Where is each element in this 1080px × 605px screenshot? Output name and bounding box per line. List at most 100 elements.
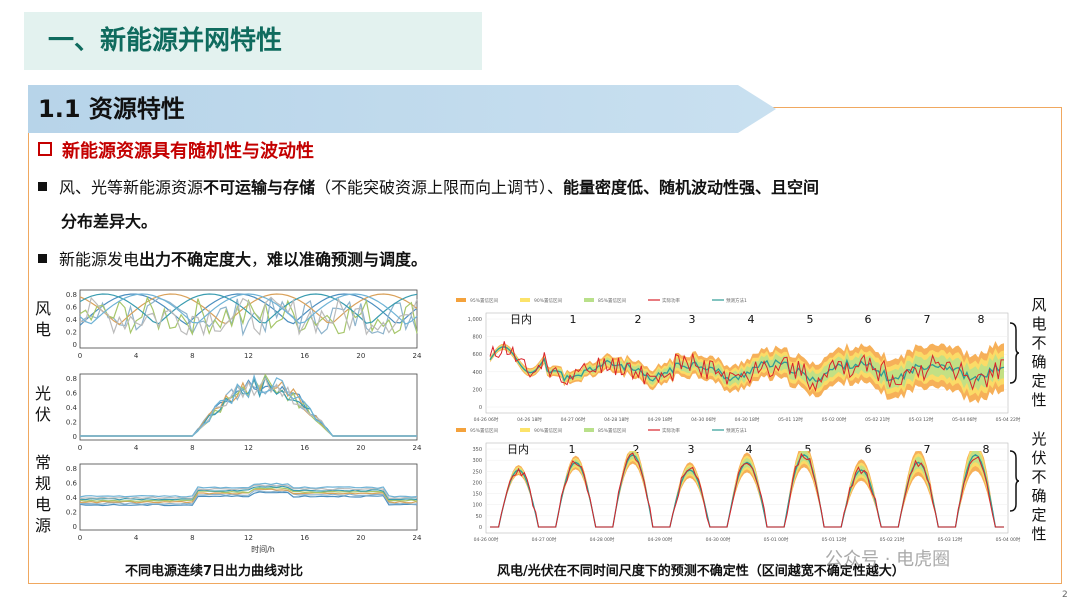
day-label: 4 bbox=[748, 313, 755, 326]
day-label: 1 bbox=[569, 443, 576, 456]
x-tick-label: 05-03 12时 bbox=[909, 416, 934, 423]
day-label: 3 bbox=[688, 443, 695, 456]
y-tick-label: 600 bbox=[472, 352, 482, 358]
y-tick-label: 0.6 bbox=[66, 390, 78, 398]
series-line bbox=[79, 293, 418, 325]
legend-label: 85%置信区间 bbox=[598, 427, 627, 434]
y-tick-label: 0 bbox=[73, 523, 77, 531]
legend-swatch bbox=[584, 298, 594, 302]
conventional-row-label: 常规电源 bbox=[35, 453, 52, 535]
x-tick-label: 12 bbox=[244, 534, 253, 542]
bullet-emphasis: 不可运输与存储 bbox=[203, 178, 316, 197]
bullet-square-icon bbox=[38, 182, 47, 191]
legend-label: 90%置信区间 bbox=[534, 297, 563, 304]
watermark: 公众号 · 电虎圈 bbox=[825, 549, 951, 570]
legend-label: 实际功率 bbox=[662, 297, 680, 304]
day-label: 日内 bbox=[507, 442, 529, 456]
section-header-bar bbox=[24, 12, 482, 70]
bullet-text: 风、光等新能源资源 bbox=[59, 178, 204, 197]
day-label: 日内 bbox=[510, 312, 532, 326]
day-label: 3 bbox=[689, 313, 696, 326]
solar-row-label: 光伏 bbox=[35, 384, 52, 424]
point-heading: 新能源资源具有随机性与波动性 bbox=[38, 137, 314, 163]
x-tick-label: 04-26 00时 bbox=[474, 536, 499, 543]
x-tick-label: 24 bbox=[413, 534, 422, 542]
bullet-text: （不能突破资源上限而向上调节）、 bbox=[315, 178, 564, 197]
y-tick-label: 200 bbox=[472, 480, 482, 486]
x-tick-label: 04-26 06时 bbox=[474, 416, 499, 423]
point-title: 新能源资源具有随机性与波动性 bbox=[62, 141, 314, 162]
y-tick-label: 150 bbox=[472, 492, 482, 498]
day-label: 4 bbox=[746, 443, 753, 456]
conventional-output-chart: 0.8 0.6 0.4 0.2 00 4 8 12 16 20 24 bbox=[66, 463, 422, 542]
right-caption: 风电/光伏在不同时间尺度下的预测不确定性（区间越宽不确定性越大） bbox=[497, 564, 905, 579]
bullet-emphasis: 能量密度低、随机波动性强、且空间 bbox=[563, 178, 820, 197]
legend-swatch bbox=[456, 428, 466, 432]
confidence-band bbox=[490, 451, 1004, 527]
y-tick-label: 400 bbox=[472, 370, 482, 376]
series-line bbox=[79, 489, 418, 505]
x-tick-label: 0 bbox=[78, 534, 82, 542]
day-label: 6 bbox=[865, 313, 872, 326]
x-tick-label: 16 bbox=[300, 352, 309, 360]
x-tick-label: 0 bbox=[78, 444, 82, 452]
y-tick-label: 0.4 bbox=[66, 404, 78, 412]
wind-uncertainty-label: 风电不确定性 bbox=[1031, 296, 1047, 409]
x-tick-label: 05-03 12时 bbox=[938, 536, 963, 543]
y-tick-label: 0.4 bbox=[66, 494, 78, 502]
x-tick-label: 05-04 06时 bbox=[952, 416, 977, 423]
x-tick-label: 4 bbox=[134, 534, 139, 542]
y-tick-label: 800 bbox=[472, 335, 482, 341]
y-tick-label: 0 bbox=[479, 525, 482, 531]
right-charts-figure: 95%置信区间 90%置信区间 85%置信区间 实际功率 预测方法11,00080060… bbox=[456, 297, 1021, 543]
y-tick-label: 0 bbox=[73, 433, 77, 441]
day-label: 5 bbox=[805, 443, 812, 456]
y-tick-label: 0 bbox=[479, 405, 482, 411]
x-tick-label: 16 bbox=[300, 534, 309, 542]
solar-forecast-chart: 95%置信区间 90%置信区间 85%置信区间 实际功率 预测方法13503002502… bbox=[456, 427, 1021, 543]
wind-output-chart: 0.8 0.6 0.4 0.2 00 4 8 12 16 20 24 bbox=[66, 289, 422, 360]
y-tick-label: 0.8 bbox=[66, 465, 77, 473]
y-tick-label: 50 bbox=[476, 514, 482, 520]
x-tick-label: 04-26 18时 bbox=[517, 416, 542, 423]
y-tick-label: 250 bbox=[472, 469, 482, 475]
bullet-emphasis: 出力不确定度大 bbox=[139, 250, 252, 269]
legend-swatch bbox=[520, 298, 530, 302]
y-tick-label: 0.2 bbox=[66, 419, 77, 427]
x-tick-label: 05-04 22时 bbox=[996, 416, 1021, 423]
wind-row-label: 风电 bbox=[35, 299, 52, 339]
actual-line bbox=[490, 452, 1004, 528]
x-tick-label: 05-02 00时 bbox=[822, 416, 847, 423]
x-tick-label: 20 bbox=[356, 534, 365, 542]
day-label: 5 bbox=[807, 313, 814, 326]
x-tick-label: 12 bbox=[244, 352, 253, 360]
x-tick-label: 04-30 00时 bbox=[706, 536, 731, 543]
x-tick-label: 04-30 06时 bbox=[691, 416, 716, 423]
y-tick-label: 0.2 bbox=[66, 329, 77, 337]
x-tick-label: 4 bbox=[134, 444, 139, 452]
x-tick-label: 24 bbox=[413, 444, 422, 452]
series-line bbox=[79, 293, 418, 325]
y-tick-label: 0.4 bbox=[66, 316, 78, 324]
x-tick-label: 04-28 18时 bbox=[604, 416, 629, 423]
legend-label: 95%置信区间 bbox=[470, 297, 499, 304]
legend-label: 85%置信区间 bbox=[598, 297, 627, 304]
day-label: 2 bbox=[635, 313, 642, 326]
y-tick-label: 0.8 bbox=[66, 291, 77, 299]
series-line bbox=[80, 373, 417, 437]
y-tick-label: 350 bbox=[472, 447, 482, 453]
y-tick-label: 200 bbox=[472, 387, 482, 393]
left-caption: 不同电源连续7日出力曲线对比 bbox=[125, 564, 304, 579]
x-tick-label: 8 bbox=[190, 444, 194, 452]
legend-label: 预测方法1 bbox=[726, 427, 747, 434]
x-tick-label: 12 bbox=[244, 444, 253, 452]
x-tick-label: 0 bbox=[78, 352, 82, 360]
bullet-square-icon bbox=[38, 254, 47, 263]
x-tick-label: 04-29 00时 bbox=[648, 536, 673, 543]
subsection-banner bbox=[28, 85, 776, 133]
series-line bbox=[79, 296, 418, 337]
y-tick-label: 0.8 bbox=[66, 375, 77, 383]
solar-uncertainty-label: 光伏不确定性 bbox=[1031, 430, 1047, 543]
confidence-band bbox=[490, 345, 1004, 391]
legend-swatch bbox=[520, 428, 530, 432]
